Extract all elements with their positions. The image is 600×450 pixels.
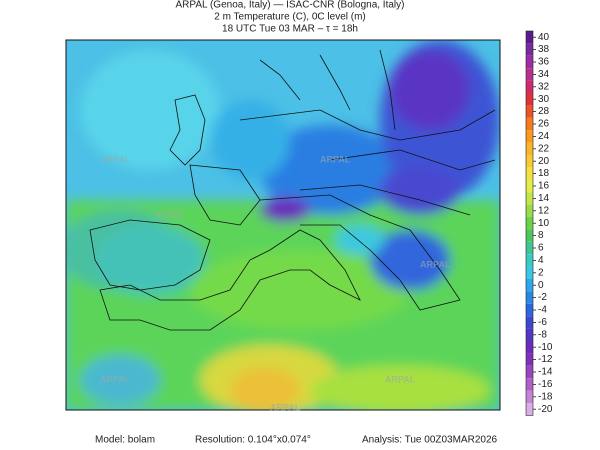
colorbar-label: 34	[538, 69, 550, 80]
colorbar-swatch	[526, 353, 533, 366]
colorbar-swatch	[526, 341, 533, 354]
colorbar-label: -16	[538, 379, 553, 390]
colorbar-swatch	[526, 241, 533, 255]
colorbar-label: 4	[538, 255, 544, 266]
colorbar-label: 14	[538, 193, 550, 204]
colorbar-swatch	[526, 80, 533, 93]
colorbar-label: 32	[538, 81, 550, 92]
coastline	[89, 219, 211, 291]
footer-analysis: Analysis: Tue 00Z03MAR2026	[362, 435, 498, 446]
colorbar-label: 30	[538, 94, 550, 105]
colorbar-label: 40	[538, 32, 550, 43]
footer-model: Model: bolam	[95, 435, 155, 446]
colorbar-swatch	[526, 204, 533, 217]
colorbar-label: 16	[538, 181, 550, 192]
watermark: ARPAL	[155, 209, 186, 219]
coastline	[189, 164, 261, 226]
colorbar-swatch	[526, 117, 533, 131]
colorbar-label: 22	[538, 143, 550, 154]
colorbar-label: -6	[538, 317, 547, 328]
watermark: ARPAL	[385, 374, 416, 384]
watermarks: ARPAL ARPAL ARPAL ARPAL ARPAL ARPAL ARPA…	[100, 154, 451, 412]
colorbar: 4038363432302826242220181614121086420-2-…	[525, 30, 553, 416]
colorbar-swatch	[526, 279, 533, 292]
colorbar-label: 18	[538, 168, 550, 179]
colorbar-swatch	[526, 130, 533, 143]
watermark: ARPAL	[270, 402, 301, 412]
colorbar-swatch	[526, 142, 533, 155]
footer-resolution: Resolution: 0.104°x0.074°	[195, 435, 311, 446]
colorbar-swatch	[526, 403, 533, 416]
watermark: ARPAL	[100, 154, 131, 164]
colorbar-swatch	[526, 229, 533, 242]
coastline	[99, 229, 361, 331]
colorbar-swatch	[526, 105, 533, 118]
colorbar-swatch	[526, 155, 533, 168]
colorbar-label: -2	[538, 292, 547, 303]
coastline	[259, 194, 461, 311]
colorbar-swatch	[526, 93, 533, 106]
colorbar-label: 36	[538, 57, 550, 68]
watermark: ARPAL	[420, 259, 451, 269]
colorbar-swatch	[526, 266, 533, 279]
colorbar-label: 2	[538, 267, 544, 278]
colorbar-label: 10	[538, 218, 550, 229]
header-line: 2 m Temperature (C), 0C level (m)	[214, 12, 366, 23]
colorbar-swatch	[526, 55, 533, 69]
colorbar-label: 8	[538, 230, 544, 241]
colorbar-label: -20	[538, 404, 553, 415]
coastline	[239, 109, 496, 216]
coastline	[169, 94, 206, 166]
colorbar-label: 20	[538, 156, 550, 167]
colorbar-swatch	[526, 291, 533, 304]
header-line: ARPAL (Genoa, Italy) — ISAC-CNR (Bologna…	[176, 0, 405, 11]
colorbar-swatch	[526, 365, 533, 379]
colorbar-label: -8	[538, 329, 547, 340]
colorbar-swatch	[526, 31, 533, 44]
colorbar-swatch	[526, 68, 533, 81]
colorbar-label: 38	[538, 44, 550, 55]
coastline	[259, 49, 396, 131]
colorbar-label: 12	[538, 205, 550, 216]
colorbar-label: 24	[538, 131, 550, 142]
colorbar-label: 28	[538, 106, 550, 117]
colorbar-frame	[525, 30, 534, 416]
colorbar-swatch	[526, 390, 533, 403]
map-frame	[65, 39, 501, 411]
colorbar-swatch	[526, 316, 533, 329]
watermark: ARPAL	[320, 154, 351, 164]
colorbar-swatch	[526, 328, 533, 341]
colorbar-swatch	[526, 254, 533, 267]
colorbar-label: 0	[538, 280, 544, 291]
header-line: 18 UTC Tue 03 MAR – τ = 18h	[222, 24, 358, 35]
colorbar-label: -14	[538, 367, 553, 378]
colorbar-swatch	[526, 192, 533, 205]
colorbar-label: -18	[538, 391, 553, 402]
colorbar-label: 26	[538, 119, 550, 130]
watermark: ARPAL	[100, 374, 131, 384]
colorbar-swatch	[526, 378, 533, 391]
colorbar-label: -10	[538, 342, 553, 353]
colorbar-swatch	[526, 303, 533, 317]
colorbar-swatch	[526, 43, 533, 56]
colorbar-label: -12	[538, 354, 553, 365]
colorbar-swatch	[526, 217, 533, 230]
colorbar-label: -4	[538, 305, 547, 316]
colorbar-label: 6	[538, 243, 544, 254]
colorbar-swatch	[526, 167, 533, 180]
map	[66, 40, 500, 410]
colorbar-swatch	[526, 179, 533, 193]
